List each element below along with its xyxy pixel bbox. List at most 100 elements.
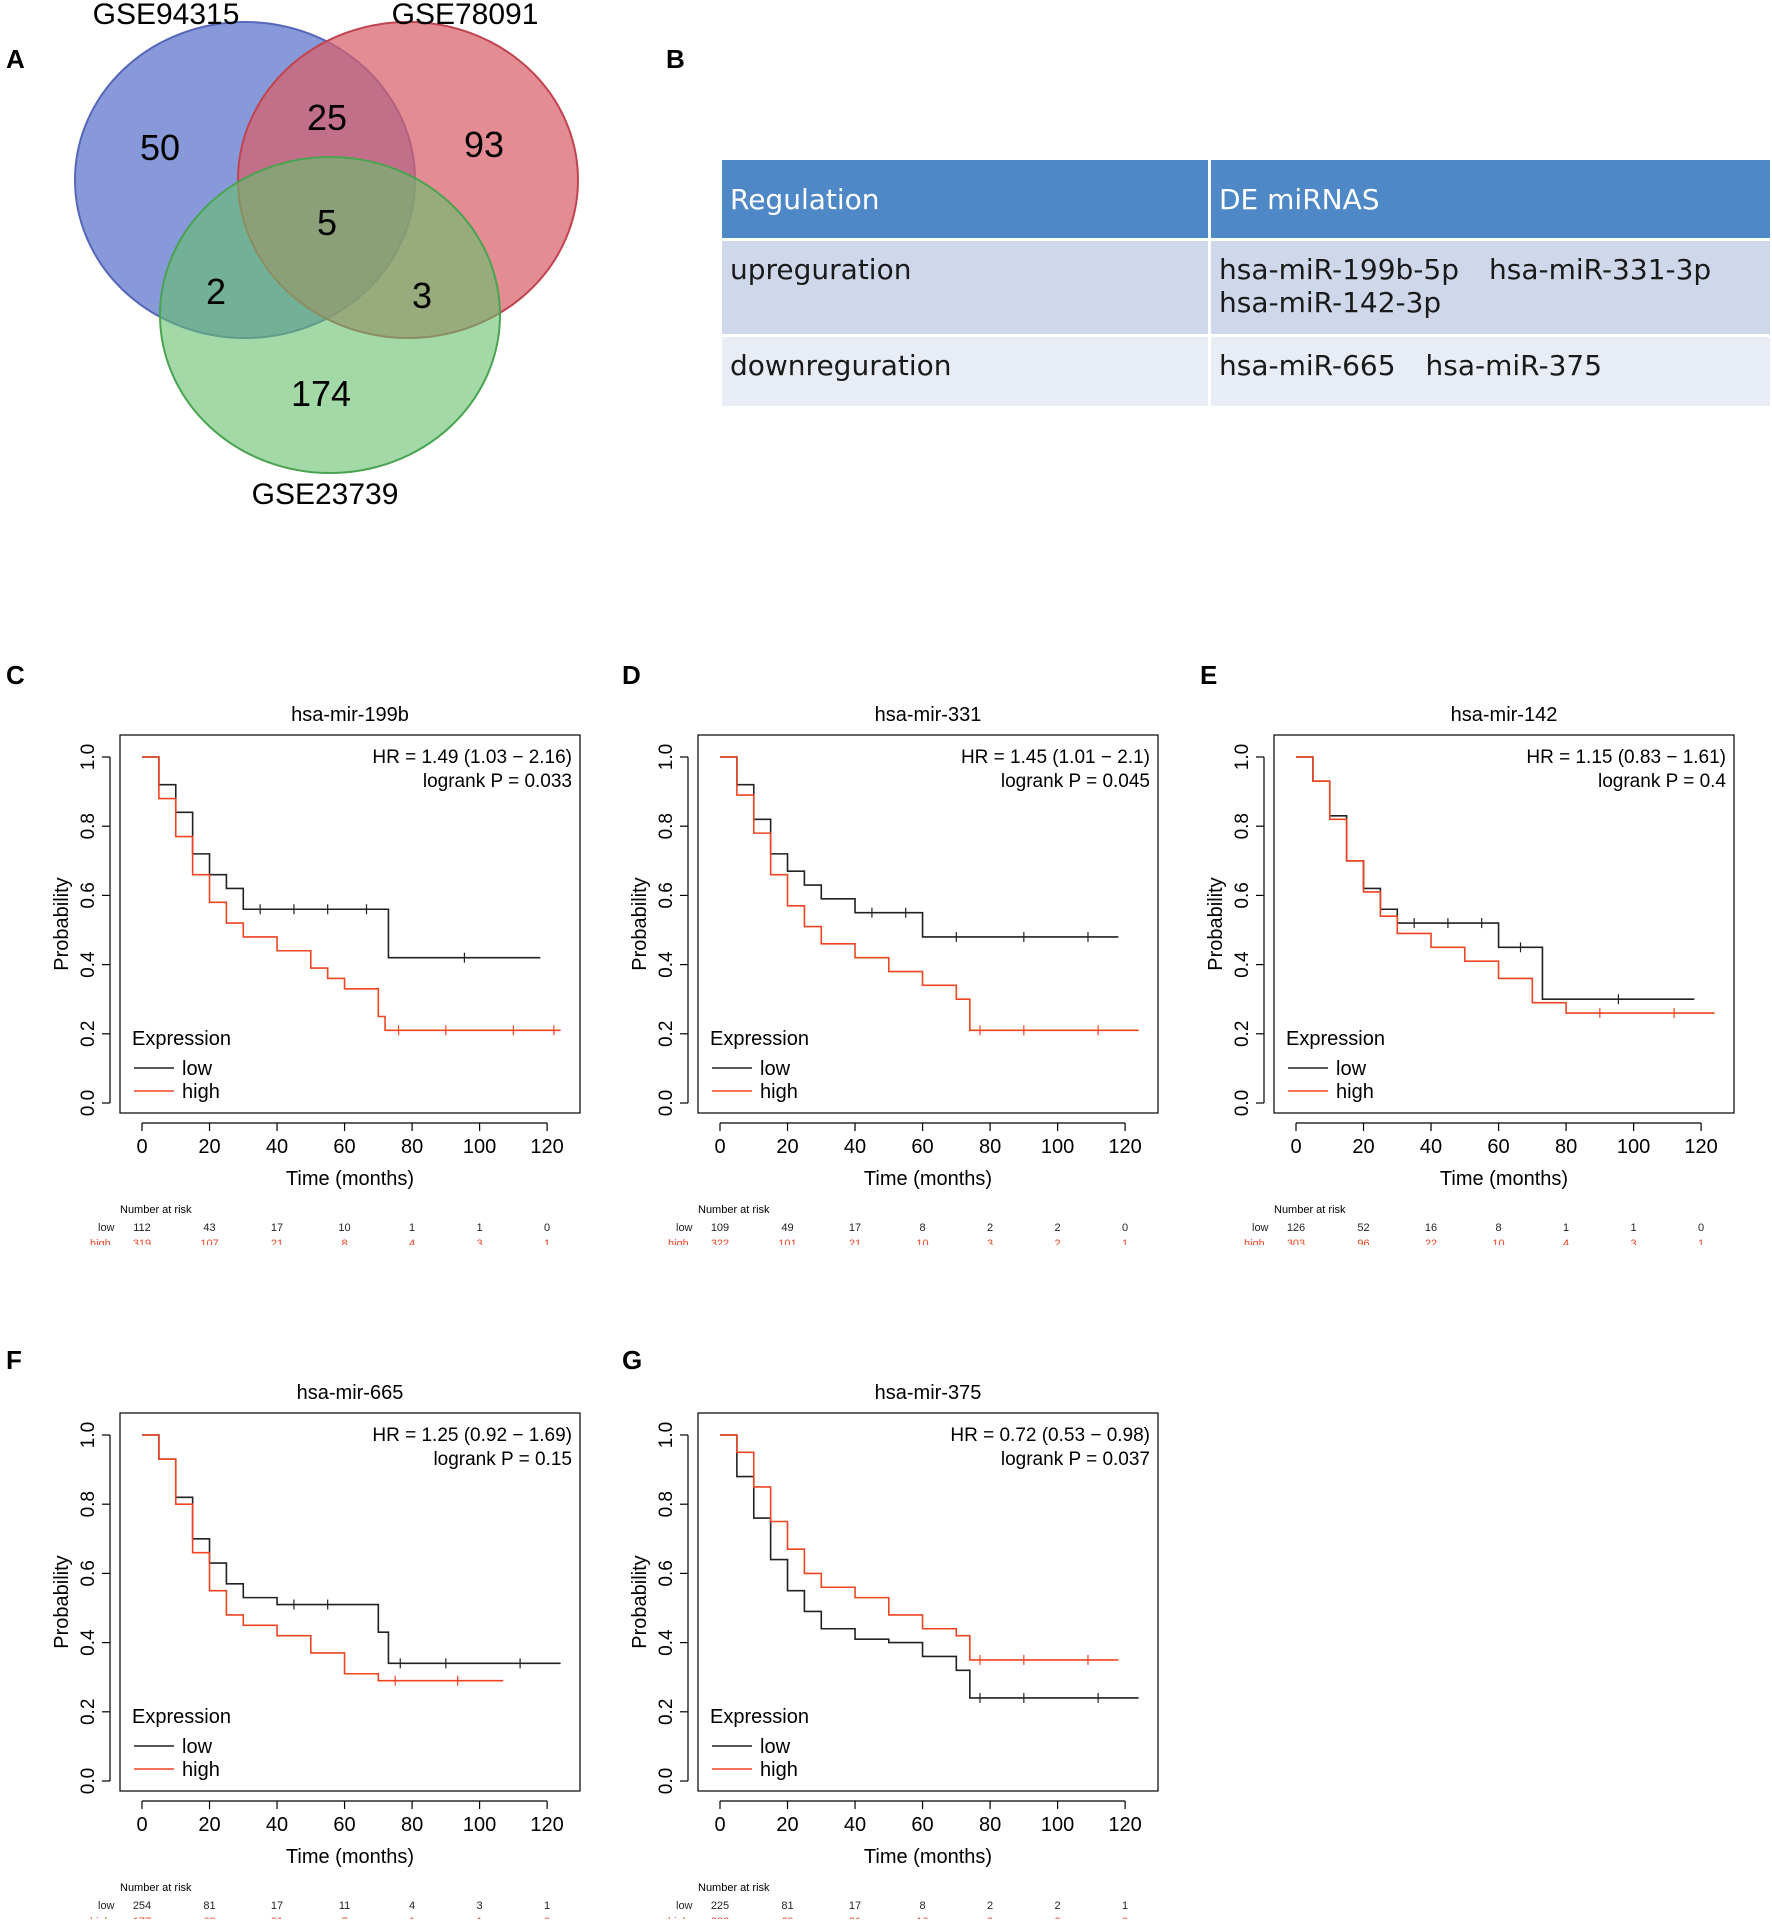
y-tick-label: 0.8 (78, 1491, 99, 1517)
x-tick-label: 40 (266, 1136, 288, 1158)
risk-value-high: 1 (1122, 1238, 1128, 1245)
y-tick-label: 1.0 (656, 744, 677, 770)
legend-title: Expression (710, 1706, 809, 1728)
venn-circle-gse23739 (159, 156, 501, 474)
y-tick-label: 0.0 (656, 1768, 677, 1794)
y-tick-label: 0.4 (656, 951, 677, 978)
risk-value-high: 1 (1698, 1238, 1704, 1245)
table-cell-regulation: downreguration (722, 334, 1211, 406)
plot-frame (1273, 734, 1735, 1114)
y-tick-label: 0.2 (656, 1021, 677, 1047)
x-tick-label: 20 (198, 1814, 220, 1836)
legend-label-low: low (182, 1058, 213, 1080)
legend-label-low: low (760, 1736, 791, 1758)
chart-title: hsa-mir-665 (297, 1382, 404, 1404)
risk-value-high: 8 (341, 1238, 347, 1245)
x-tick-label: 0 (714, 1814, 725, 1836)
risk-value-low: 112 (133, 1222, 151, 1234)
x-tick-label: 120 (530, 1814, 563, 1836)
risk-value-low: 8 (1495, 1222, 1501, 1234)
panel-letter-f: F (6, 1345, 22, 1375)
risk-value-low: 2 (1055, 1222, 1061, 1234)
table-cell-mirnas: hsa-miR-665 hsa-miR-375 (1211, 334, 1770, 406)
de-mirna-table: Regulation DE miRNAS upreguration hsa-mi… (722, 160, 1770, 406)
risk-value-low: 2 (1055, 1900, 1061, 1912)
x-tick-label: 120 (1108, 1814, 1141, 1836)
y-tick-label: 0.6 (656, 882, 677, 908)
x-tick-label: 0 (136, 1136, 147, 1158)
survival-curve-low (142, 756, 541, 959)
y-tick-label: 0.4 (78, 1629, 99, 1656)
risk-value-high: 10 (916, 1238, 928, 1245)
x-tick-label: 80 (401, 1136, 423, 1158)
venn-diagram: GSE94315 GSE78091 GSE23739 50 25 93 5 2 … (74, 0, 579, 511)
y-tick-label: 0.0 (78, 1768, 99, 1794)
venn-count-a-only: 50 (140, 127, 180, 168)
risk-value-high: 1 (544, 1238, 550, 1245)
logrank-p-label: logrank P = 0.045 (1001, 771, 1150, 792)
logrank-p-label: logrank P = 0.4 (1598, 771, 1726, 792)
risk-value-high: 0 (544, 1916, 550, 1919)
risk-value-high: 1 (477, 1916, 483, 1919)
risk-value-high: 101 (778, 1238, 796, 1245)
venn-set-label-3: GSE23739 (252, 478, 399, 511)
y-axis-label: Probability (1205, 877, 1227, 970)
plot-frame (697, 1412, 1159, 1792)
y-axis-label: Probability (629, 1555, 651, 1648)
x-tick-label: 60 (333, 1136, 355, 1158)
risk-value-high: 21 (271, 1916, 283, 1919)
y-tick-label: 1.0 (78, 1422, 99, 1448)
y-tick-label: 0.6 (1232, 882, 1253, 908)
risk-value-low: 81 (781, 1900, 793, 1912)
x-tick-label: 60 (911, 1136, 933, 1158)
risk-value-low: 17 (271, 1222, 283, 1234)
risk-value-low: 3 (477, 1900, 483, 1912)
table-row: upreguration hsa-miR-199b-5p hsa-miR-331-… (722, 238, 1770, 334)
venn-set-label-2: GSE78091 (392, 0, 539, 31)
x-tick-label: 20 (198, 1136, 220, 1158)
risk-value-low: 1 (1631, 1222, 1637, 1234)
table-header-row: Regulation DE miRNAS (722, 160, 1770, 238)
risk-value-high: 319 (133, 1238, 151, 1245)
risk-table-title: Number at risk (120, 1882, 192, 1894)
y-tick-label: 0.0 (656, 1090, 677, 1116)
panel-letter-d: D (622, 660, 641, 690)
y-tick-label: 0.0 (1232, 1090, 1253, 1116)
y-tick-label: 0.8 (1232, 813, 1253, 839)
risk-value-low: 2 (987, 1900, 993, 1912)
y-tick-label: 0.8 (78, 813, 99, 839)
y-tick-label: 0.0 (78, 1090, 99, 1116)
risk-value-high: 2 (1055, 1238, 1061, 1245)
risk-value-low: 16 (1425, 1222, 1437, 1234)
x-tick-label: 0 (1290, 1136, 1301, 1158)
risk-value-low: 43 (203, 1222, 215, 1234)
risk-value-low: 8 (919, 1222, 925, 1234)
x-tick-label: 100 (1041, 1136, 1074, 1158)
risk-row-label-low: low (1252, 1222, 1269, 1234)
logrank-p-label: logrank P = 0.037 (1001, 1449, 1150, 1470)
y-tick-label: 0.6 (78, 1560, 99, 1586)
risk-value-high: 69 (781, 1916, 793, 1919)
survival-curve-high (720, 1434, 1119, 1661)
legend-label-high: high (182, 1759, 220, 1781)
x-tick-label: 60 (911, 1814, 933, 1836)
y-tick-label: 0.4 (78, 951, 99, 978)
y-axis-label: Probability (51, 1555, 73, 1648)
x-tick-label: 0 (714, 1136, 725, 1158)
table-cell-regulation: upreguration (722, 238, 1211, 334)
x-tick-label: 120 (1684, 1136, 1717, 1158)
risk-value-low: 2 (987, 1222, 993, 1234)
risk-value-high: 0 (1122, 1916, 1128, 1919)
risk-value-high: 10 (916, 1916, 928, 1919)
mirna-label: hsa-miR-142-3p (1219, 286, 1442, 319)
x-axis-label: Time (months) (864, 1846, 992, 1868)
legend-label-high: high (1336, 1081, 1374, 1103)
risk-value-high: 21 (849, 1916, 861, 1919)
y-tick-label: 0.6 (656, 1560, 677, 1586)
panel-letter-c: C (6, 660, 25, 690)
risk-value-high: 21 (849, 1238, 861, 1245)
risk-value-low: 10 (338, 1222, 350, 1234)
x-tick-label: 20 (776, 1814, 798, 1836)
x-tick-label: 100 (463, 1814, 496, 1836)
km-chart-mir-331: hsa-mir-331 0.0 0.2 0.4 0.6 0.8 1.0 Probability… (629, 704, 1159, 1245)
